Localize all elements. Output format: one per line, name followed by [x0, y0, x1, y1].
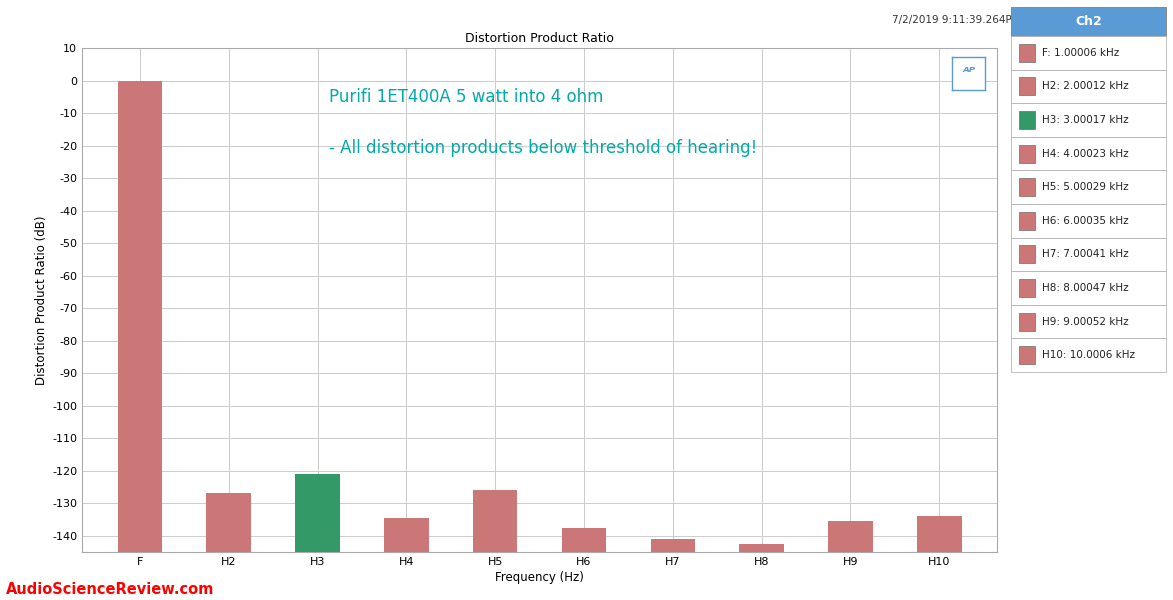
Text: H8: 8.00047 kHz: H8: 8.00047 kHz	[1042, 283, 1128, 293]
Text: H4: 4.00023 kHz: H4: 4.00023 kHz	[1042, 149, 1128, 158]
Bar	[828, 521, 873, 552]
X-axis label: Frequency (Hz): Frequency (Hz)	[495, 571, 584, 584]
Text: ᴬᴾ: ᴬᴾ	[962, 67, 976, 80]
Bar	[296, 474, 340, 552]
Text: 7/2/2019 9:11:39.264PM: 7/2/2019 9:11:39.264PM	[891, 15, 1021, 25]
Bar	[562, 527, 606, 552]
Bar	[206, 493, 251, 552]
Bar	[917, 516, 962, 552]
Bar	[651, 539, 696, 552]
Bar	[473, 490, 517, 552]
Text: Purifi 1ET400A 5 watt into 4 ohm: Purifi 1ET400A 5 watt into 4 ohm	[330, 88, 604, 106]
Bar	[739, 544, 784, 552]
Text: H5: 5.00029 kHz: H5: 5.00029 kHz	[1042, 182, 1128, 192]
Text: F: 1.00006 kHz: F: 1.00006 kHz	[1042, 48, 1119, 58]
Text: Ch2: Ch2	[1076, 15, 1101, 28]
Text: H3: 3.00017 kHz: H3: 3.00017 kHz	[1042, 115, 1128, 125]
Text: H9: 9.00052 kHz: H9: 9.00052 kHz	[1042, 317, 1128, 326]
Text: H2: 2.00012 kHz: H2: 2.00012 kHz	[1042, 82, 1128, 91]
Y-axis label: Distortion Product Ratio (dB): Distortion Product Ratio (dB)	[35, 215, 48, 385]
Text: AudioScienceReview.com: AudioScienceReview.com	[6, 582, 215, 597]
Text: - All distortion products below threshold of hearing!: - All distortion products below threshol…	[330, 139, 758, 157]
Text: H6: 6.00035 kHz: H6: 6.00035 kHz	[1042, 216, 1128, 226]
Text: H7: 7.00041 kHz: H7: 7.00041 kHz	[1042, 250, 1128, 259]
Title: Distortion Product Ratio: Distortion Product Ratio	[466, 32, 613, 46]
Text: H10: 10.0006 kHz: H10: 10.0006 kHz	[1042, 350, 1134, 360]
Bar	[117, 80, 162, 552]
Bar	[384, 518, 428, 552]
